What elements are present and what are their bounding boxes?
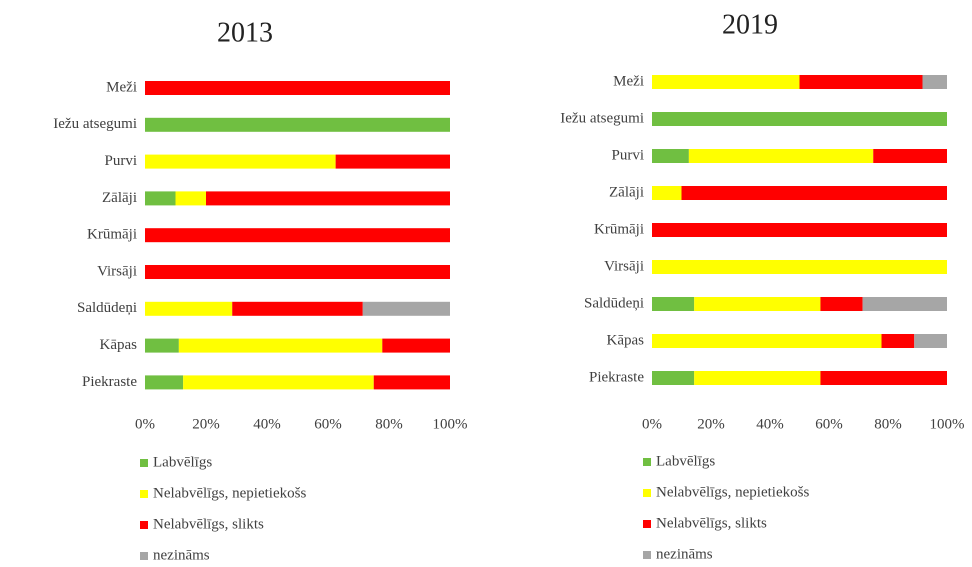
bar-segment	[652, 149, 689, 163]
bar-segment	[175, 191, 206, 206]
x-tick-label: 100%	[930, 416, 965, 432]
legend-label: Labvēlīgs	[153, 454, 212, 470]
bar-segment	[206, 191, 450, 206]
bar-segment	[652, 75, 800, 89]
bar-segment	[652, 260, 947, 274]
legend-label: Labvēlīgs	[656, 453, 715, 469]
bar-segment	[652, 223, 947, 237]
legend-label: Nelabvēlīgs, nepietiekošs	[656, 484, 809, 500]
x-tick-label: 0%	[135, 416, 155, 432]
bar-segment	[820, 371, 947, 385]
legend-swatch	[140, 490, 148, 498]
y-tick-label: Kāpas	[607, 332, 645, 348]
y-tick-label: Virsāji	[97, 263, 137, 279]
chart-title: 2019	[722, 9, 778, 40]
bar-segment	[820, 297, 863, 311]
x-tick-label: 0%	[642, 416, 662, 432]
bar-segment	[652, 334, 882, 348]
y-tick-label: Meži	[613, 73, 644, 89]
legend-swatch	[643, 551, 651, 559]
bar-segment	[178, 338, 383, 353]
bar-segment	[881, 334, 915, 348]
bar-segment	[688, 149, 874, 163]
y-tick-label: Zālāji	[102, 190, 137, 206]
bar-segment	[145, 191, 176, 206]
legend-label: Nelabvēlīgs, slikts	[153, 516, 264, 532]
bar-segment	[652, 112, 947, 126]
y-tick-label: Meži	[106, 79, 137, 95]
legend-label: nezināms	[153, 547, 210, 563]
bar-segment	[145, 81, 450, 95]
bar-segment	[652, 371, 695, 385]
y-tick-label: Purvi	[611, 147, 644, 163]
bar-segment	[862, 297, 947, 311]
bar-segment	[694, 297, 821, 311]
bar-segment	[362, 301, 450, 316]
bar-segment	[652, 297, 695, 311]
y-tick-label: Krūmāji	[87, 227, 137, 243]
x-tick-label: 100%	[433, 416, 468, 432]
bar-segment	[145, 117, 450, 132]
y-tick-label: Iežu atsegumi	[53, 116, 137, 132]
bar-segment	[382, 338, 450, 353]
legend-label: nezināms	[656, 546, 713, 562]
y-tick-label: Iežu atsegumi	[560, 110, 644, 126]
y-tick-label: Krūmāji	[594, 221, 644, 237]
bar-segment	[652, 186, 682, 200]
x-tick-label: 60%	[815, 416, 843, 432]
x-tick-label: 20%	[192, 416, 220, 432]
bar-segment	[145, 265, 450, 279]
x-tick-label: 80%	[375, 416, 403, 432]
x-tick-label: 80%	[874, 416, 902, 432]
y-tick-label: Saldūdeņi	[584, 295, 644, 311]
bar-segment	[183, 375, 374, 390]
bar-segment	[914, 334, 947, 348]
bar-segment	[694, 371, 821, 385]
bar-segment	[873, 149, 947, 163]
legend-swatch	[643, 489, 651, 497]
y-tick-label: Virsāji	[604, 258, 644, 274]
legend-label: Nelabvēlīgs, slikts	[656, 515, 767, 531]
bar-segment	[373, 375, 450, 390]
legend-swatch	[643, 458, 651, 466]
bar-segment	[145, 375, 184, 390]
y-tick-label: Kāpas	[100, 337, 138, 353]
y-tick-label: Zālāji	[609, 184, 644, 200]
bar-segment	[335, 154, 450, 169]
legend-swatch	[140, 552, 148, 560]
chart-title: 2013	[217, 17, 273, 48]
legend-swatch	[643, 520, 651, 528]
x-tick-label: 40%	[756, 416, 784, 432]
bar-segment	[922, 75, 947, 89]
y-tick-label: Purvi	[104, 153, 137, 169]
x-tick-label: 20%	[697, 416, 725, 432]
legend-swatch	[140, 459, 148, 467]
x-tick-label: 60%	[314, 416, 342, 432]
bar-segment	[145, 301, 233, 316]
y-tick-label: Saldūdeņi	[77, 300, 137, 316]
legend-label: Nelabvēlīgs, nepietiekošs	[153, 485, 306, 501]
bar-segment	[145, 228, 450, 243]
bar-segment	[232, 301, 363, 316]
legend-swatch	[140, 521, 148, 529]
bar-segment	[799, 75, 923, 89]
y-tick-label: Piekraste	[82, 374, 137, 390]
x-tick-label: 40%	[253, 416, 281, 432]
bar-segment	[681, 186, 947, 200]
y-tick-label: Piekraste	[589, 369, 644, 385]
bar-segment	[145, 338, 179, 353]
bar-segment	[145, 154, 336, 169]
